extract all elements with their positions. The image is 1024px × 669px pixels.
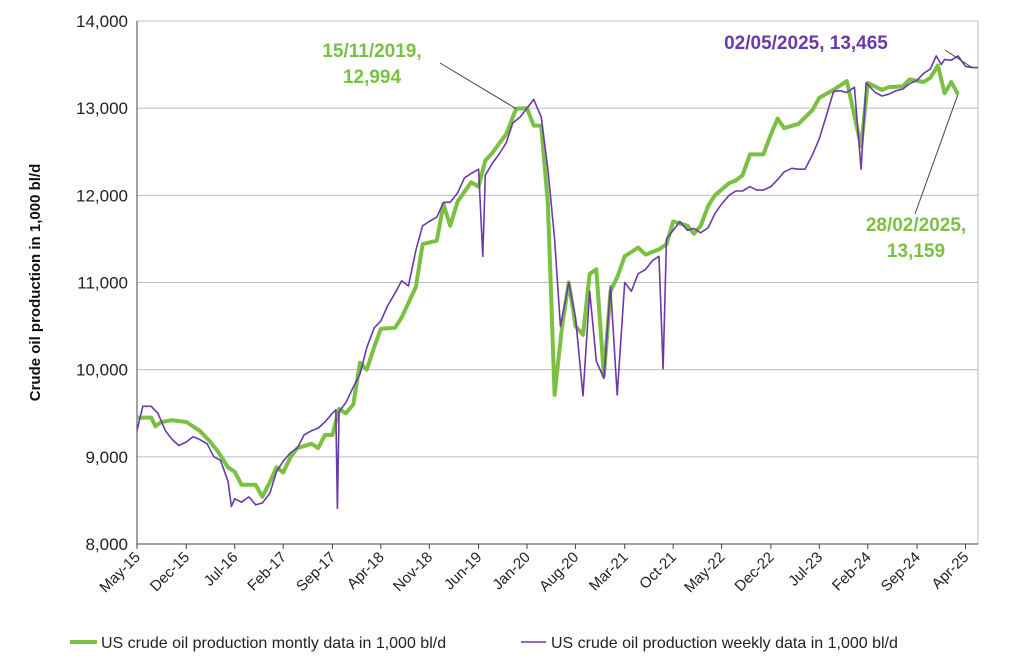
x-tick-label: Feb-17 [244,549,290,595]
y-tick-label: 9,000 [85,448,128,467]
x-tick-label: Mar-21 [586,549,632,595]
x-tick-label: Jun-19 [441,549,485,593]
x-tick-label: Jul-16 [201,549,242,590]
annotation-leader-line [944,49,973,69]
y-axis-title: Crude oil production in 1,000 bl/d [27,164,44,402]
x-tick-label: May-22 [681,549,728,596]
annotation-leader-line [439,62,517,110]
x-tick-label: Oct-21 [636,549,680,593]
annotation-value: 12,994 [343,67,402,88]
x-tick-label: Dec-15 [147,549,193,595]
y-tick-label: 11,000 [77,274,128,293]
annotation-label: 02/05/2025, 13,465 [724,33,888,54]
annotation-layer: 15/11/2019, 12,994 02/05/2025, 13,465 28/02… [322,33,973,262]
annotation-label: 28/02/2025, [866,215,966,236]
series-layer [136,55,978,510]
y-tick-label: 12,000 [76,186,128,205]
x-tick-label: Dec-22 [731,549,777,595]
x-tick-label: Sep-24 [878,549,924,595]
annotation-label: 15/11/2019, [322,41,421,62]
annotation-leader-line [914,94,959,215]
legend-label-weekly: US crude oil production weekly data in 1… [551,635,898,652]
x-tick-label: Feb-24 [829,549,875,595]
x-tick-label: Sep-17 [293,549,339,595]
series-line-weekly [136,55,978,510]
x-tick-label: Jan-20 [489,549,533,593]
x-tick-label: Nov-18 [390,549,436,595]
legend: US crude oil production montly data in 1… [70,635,898,652]
axis-layer: 8,000 9,000 10,000 11,000 12,000 13,000 14,000… [27,12,978,596]
series-line-monthly [137,63,960,499]
annotation-value: 13,159 [887,241,945,262]
y-tick-label: 13,000 [76,99,128,118]
y-tick-label: 10,000 [76,361,128,380]
x-tick-label: Jul-23 [785,549,826,590]
legend-label-monthly: US crude oil production montly data in 1… [101,635,446,652]
y-tick-label: 14,000 [76,12,128,31]
x-tick-label: May-15 [96,549,143,596]
x-tick-label: Aug-20 [536,549,582,595]
x-tick-label: Apr-18 [344,549,388,593]
x-tick-label: Apr-25 [928,549,972,593]
y-tick-label: 8,000 [85,535,128,554]
